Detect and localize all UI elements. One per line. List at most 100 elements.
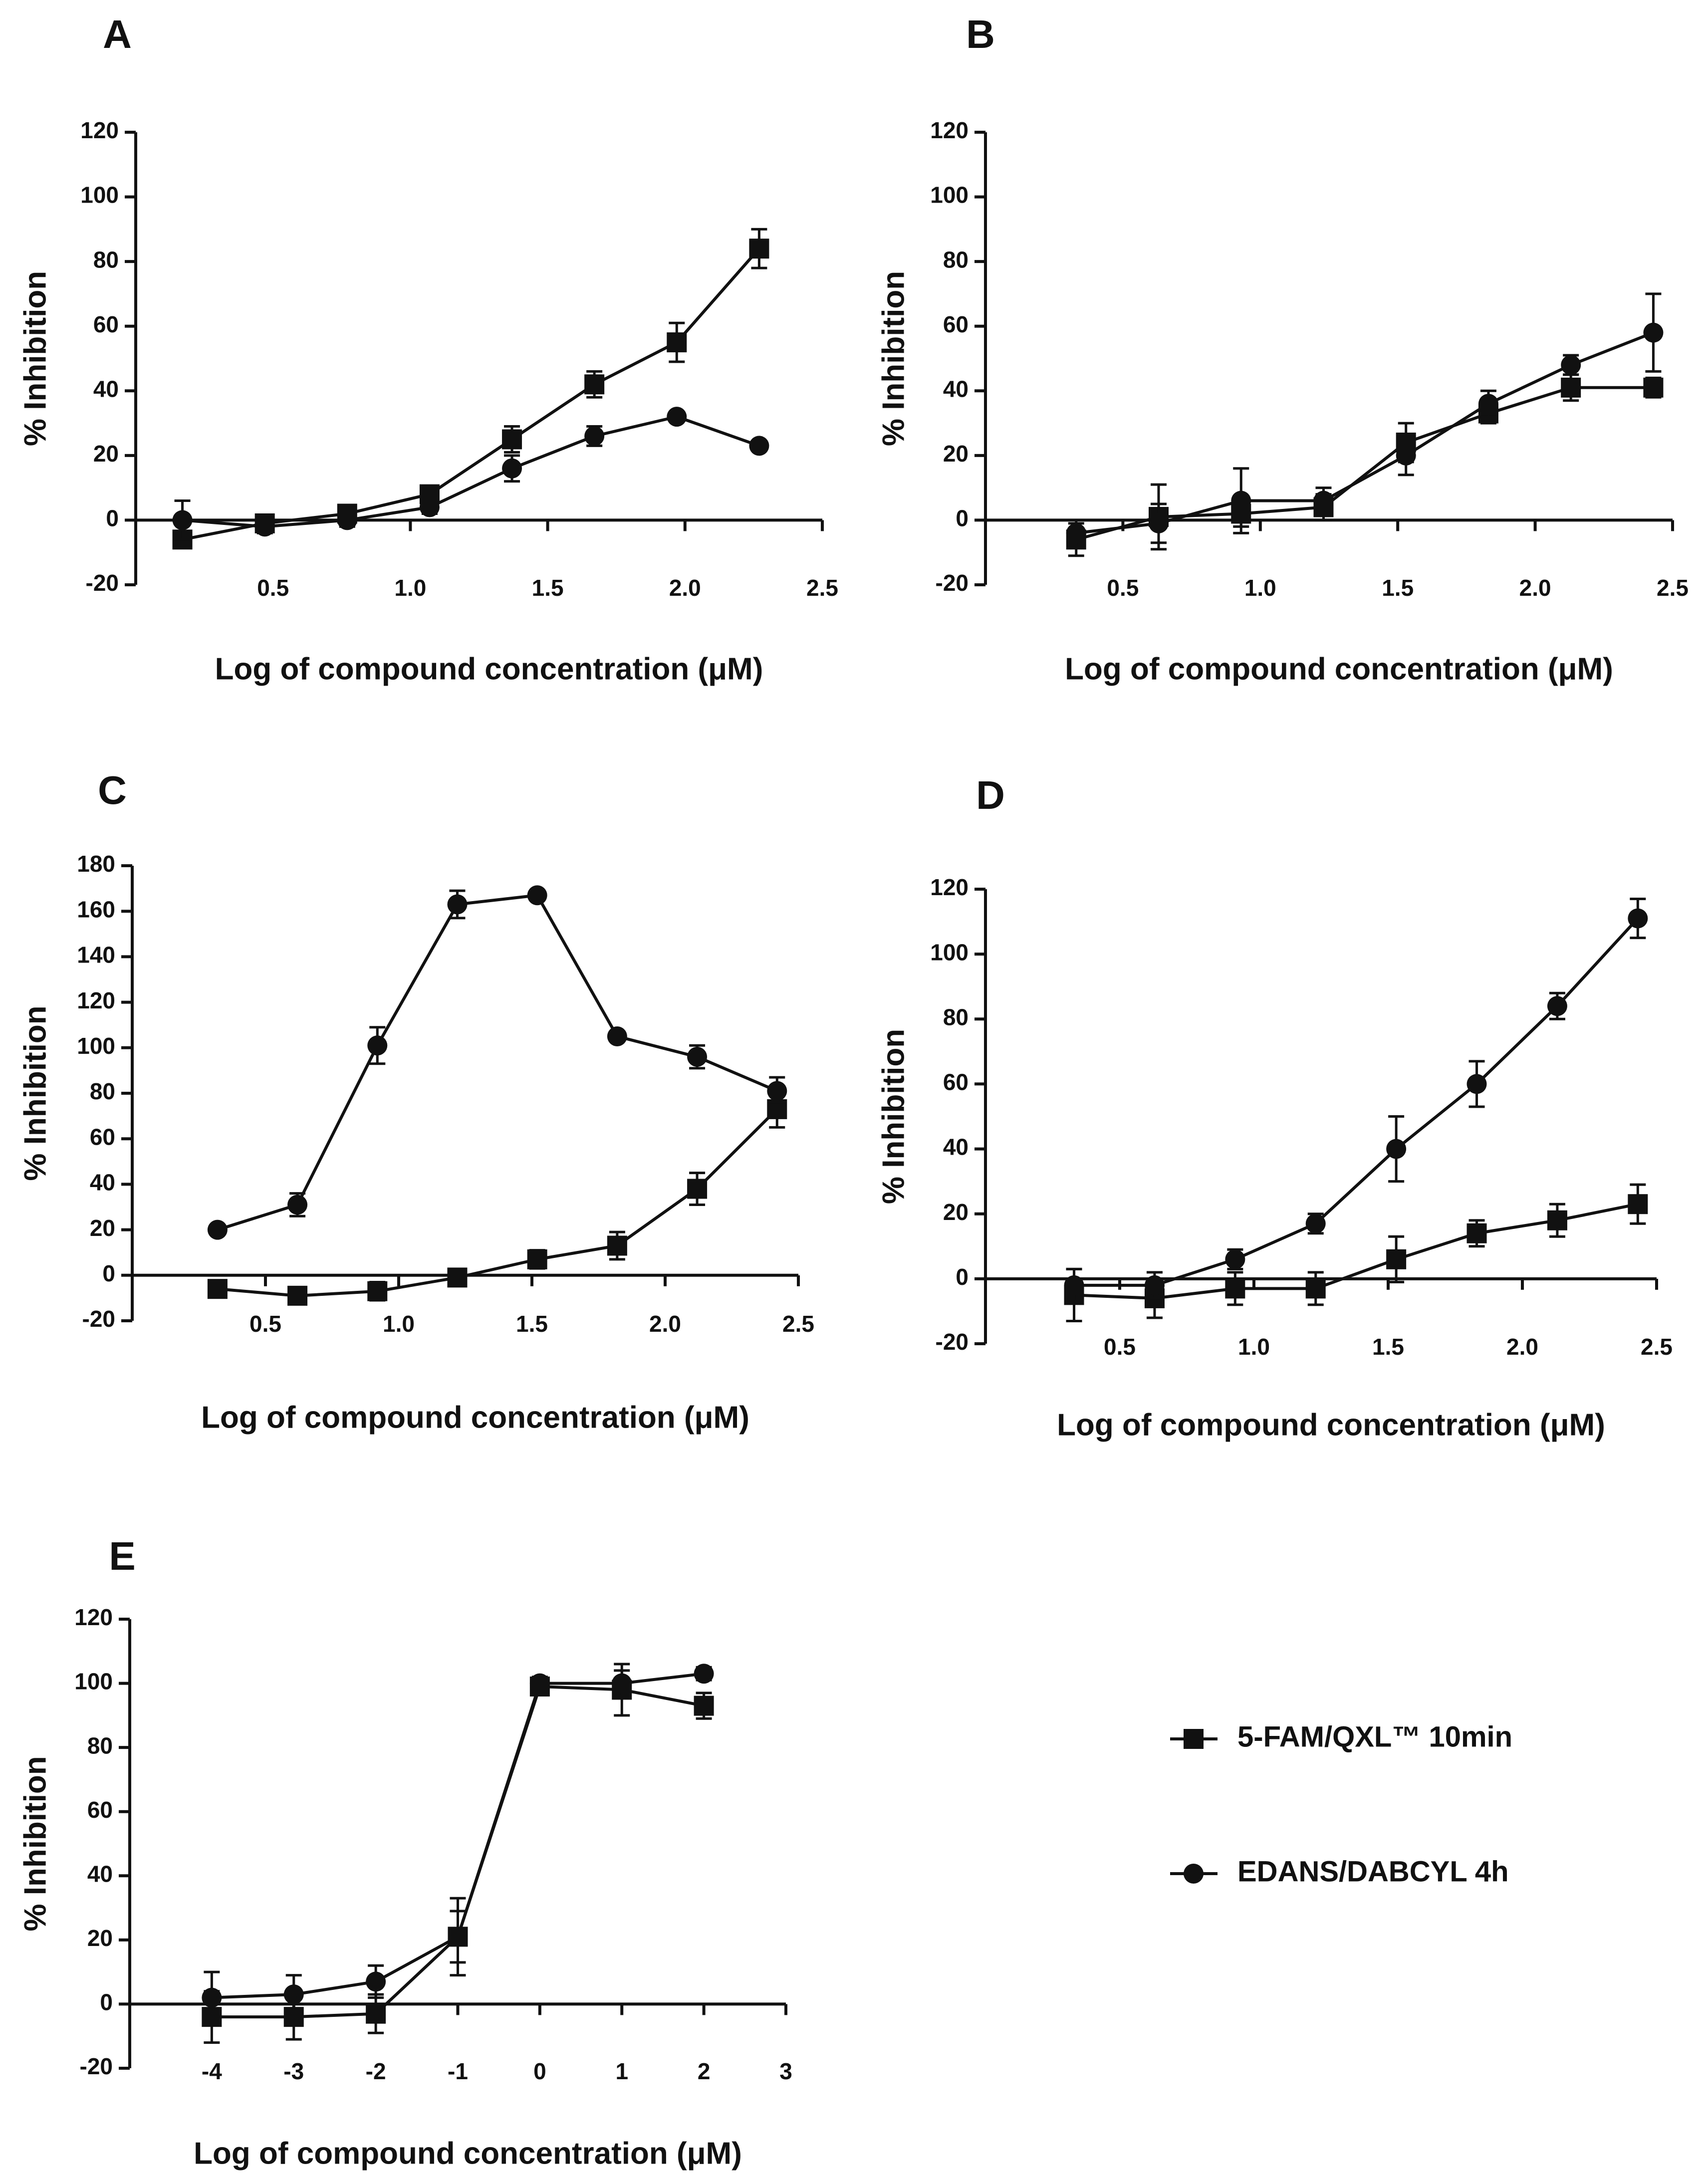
y-tick-label: 100 [930, 182, 969, 208]
x-tick-label: -1 [448, 2058, 468, 2084]
series-circle [172, 407, 769, 541]
data-point [1478, 394, 1498, 414]
y-tick-label: 120 [74, 1604, 113, 1630]
x-tick-label: -3 [283, 2058, 304, 2084]
y-tick-label: 0 [956, 505, 969, 531]
series-line [182, 247, 760, 541]
data-point [687, 1179, 708, 1199]
data-point [367, 1281, 388, 1301]
y-tick-label: 20 [943, 1199, 969, 1225]
data-point [749, 239, 769, 259]
legend-item: EDANS/DABCYL 4h [1170, 1855, 1509, 1888]
x-tick-label: 2.0 [1519, 575, 1551, 601]
x-tick-label: 1.5 [1382, 575, 1414, 601]
y-tick-label: 20 [87, 1925, 113, 1951]
y-tick-label: 120 [930, 117, 969, 143]
chart-panel-a: A -20 0 20 40 60 80 100 120 0.5 1.0 1.5 2.0 2.5 Log of… [18, 12, 838, 686]
y-tick-label: 80 [87, 1732, 113, 1758]
data-point [1144, 1275, 1165, 1295]
y-tick-label: 60 [943, 1069, 969, 1095]
y-tick-label: 40 [943, 376, 969, 402]
data-point [287, 1195, 308, 1215]
data-point [1547, 1210, 1567, 1230]
data-point [1305, 1213, 1326, 1234]
data-point [1149, 513, 1169, 533]
y-tick-label: 100 [930, 939, 969, 965]
legend-marker-square [1184, 1729, 1204, 1749]
x-tick-label: -4 [202, 2058, 222, 2084]
y-tick-label: 0 [106, 505, 119, 531]
data-point [1231, 490, 1251, 511]
series-line [1076, 331, 1654, 535]
data-point [366, 1971, 386, 1992]
data-point [367, 1035, 388, 1056]
data-point [447, 1267, 468, 1288]
x-tick-label: 0.5 [1104, 1334, 1136, 1360]
data-point [1305, 1278, 1326, 1299]
y-tick-label: 80 [943, 246, 969, 272]
legend-label: EDANS/DABCYL 4h [1237, 1855, 1509, 1888]
x-tick-label: 1.5 [532, 575, 564, 601]
data-point [612, 1673, 632, 1694]
y-tick-label: 40 [90, 1170, 115, 1196]
x-tick-label: 2.5 [782, 1311, 814, 1337]
x-tick-label: 0 [533, 2058, 546, 2084]
series-circle [1066, 292, 1664, 547]
panel-letter: C [98, 768, 127, 812]
data-point [366, 2003, 386, 2024]
data-point [529, 1673, 550, 1694]
y-tick-label: 0 [100, 1989, 113, 2015]
data-point [1628, 1194, 1648, 1214]
x-tick-label: 0.5 [249, 1311, 281, 1337]
data-point [584, 426, 605, 446]
data-point [419, 497, 440, 517]
panel-letter: E [109, 1534, 135, 1578]
y-axis-title: % Inhibition [18, 271, 52, 446]
y-tick-label: 80 [90, 1078, 115, 1104]
x-tick-label: 0.5 [257, 575, 289, 601]
y-tick-label: 60 [943, 311, 969, 337]
x-tick-label: 0.5 [1107, 575, 1139, 601]
series-circle [207, 885, 787, 1240]
data-point [667, 407, 687, 427]
data-point [1466, 1223, 1487, 1243]
x-tick-label: 2.5 [1641, 1334, 1673, 1360]
data-point [1066, 523, 1086, 543]
data-point [1466, 1074, 1487, 1094]
y-tick-label: 80 [93, 246, 119, 272]
data-point [1643, 377, 1664, 398]
x-axis-title: Log of compound concentration (μM) [1057, 1408, 1605, 1442]
y-tick-label: 20 [943, 441, 969, 467]
chart-panel-e: E -20 0 20 40 60 80 100 120 -4 -3 -2 -1 0 1 2 3 Log of co… [18, 1534, 792, 2171]
data-point [254, 516, 275, 537]
x-tick-label: 1.0 [1244, 575, 1276, 601]
x-tick-label: 2.5 [1657, 575, 1689, 601]
x-tick-label: 3 [779, 2058, 792, 2084]
x-axis-title: Log of compound concentration (μM) [1065, 652, 1613, 686]
data-point [1386, 1249, 1407, 1269]
y-tick-label: 20 [90, 1215, 115, 1241]
x-tick-label: 1.5 [1372, 1334, 1404, 1360]
data-point [1396, 445, 1416, 466]
series-line [1074, 917, 1639, 1287]
y-tick-label: -20 [80, 2053, 113, 2079]
y-tick-label: 120 [80, 117, 119, 143]
data-point [1628, 908, 1648, 929]
series-circle [1064, 898, 1648, 1303]
data-point [287, 1285, 308, 1306]
data-point [527, 885, 547, 906]
data-point [667, 332, 687, 353]
data-point [502, 458, 522, 479]
y-tick-label: -20 [936, 1329, 969, 1355]
x-tick-label: 2.0 [649, 1311, 681, 1337]
x-tick-label: 2.5 [806, 575, 838, 601]
y-tick-label: 40 [943, 1134, 969, 1160]
x-tick-label: 2 [698, 2058, 711, 2084]
data-point [694, 1664, 714, 1684]
data-point [1313, 490, 1334, 511]
data-point [584, 374, 605, 395]
y-tick-label: 100 [74, 1669, 113, 1695]
data-point [448, 1927, 468, 1947]
data-point [207, 1219, 228, 1240]
